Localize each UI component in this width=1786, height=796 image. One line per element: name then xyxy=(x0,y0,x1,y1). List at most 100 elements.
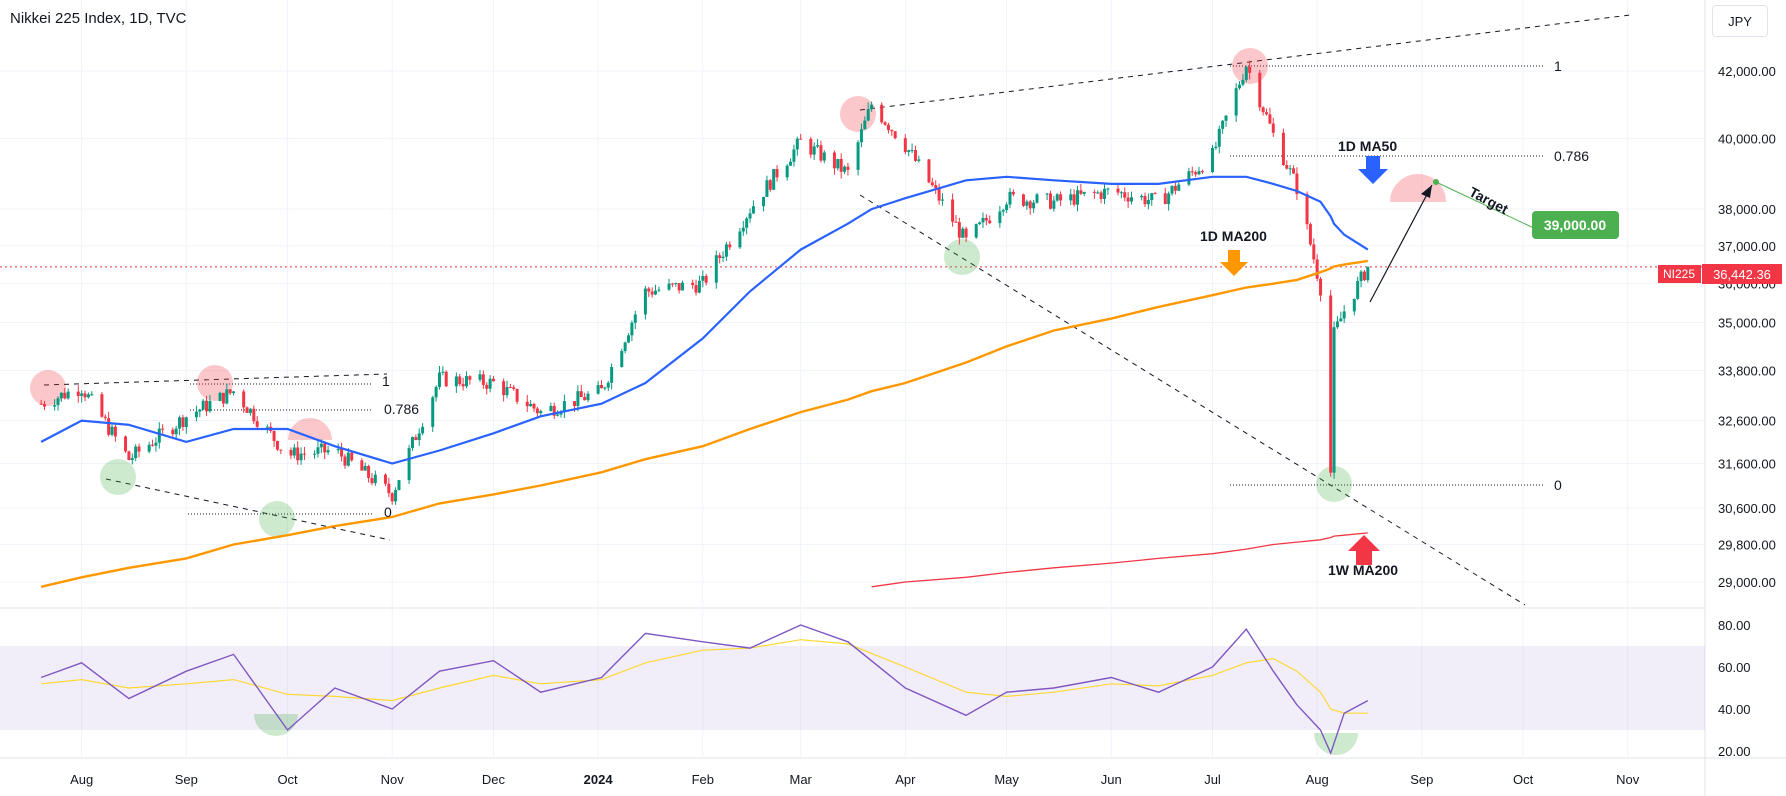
candle-body xyxy=(370,478,374,484)
candle-body xyxy=(549,405,553,411)
candle-body xyxy=(441,371,445,373)
annotation-shapes xyxy=(0,14,1705,755)
candle-body xyxy=(397,480,401,490)
price-tick-label: 37,000.00 xyxy=(1718,239,1776,254)
candle-body xyxy=(1335,321,1339,328)
candle-body xyxy=(610,367,614,383)
candle-body xyxy=(1072,194,1076,205)
candle-body xyxy=(562,401,566,412)
candle-body xyxy=(650,291,654,295)
candle-body xyxy=(221,392,225,404)
candle-body xyxy=(863,120,867,130)
rsi-tick-label: 20.00 xyxy=(1718,744,1751,759)
candle-body xyxy=(1146,200,1150,205)
rsi-trough-marker xyxy=(254,714,298,736)
candle-body xyxy=(53,405,57,407)
candle-body xyxy=(350,452,354,461)
candle-body xyxy=(76,391,80,396)
candle-body xyxy=(880,104,884,123)
candle-body xyxy=(1126,197,1130,202)
candle-body xyxy=(1319,278,1323,296)
wma200-line xyxy=(871,532,1368,588)
candle-body xyxy=(525,401,529,407)
candle-body xyxy=(198,409,202,412)
candle-body xyxy=(232,391,236,394)
wma200-arrow-up xyxy=(1348,535,1380,565)
candle-body xyxy=(765,180,769,197)
candle-body xyxy=(292,447,296,456)
candle-body xyxy=(1082,191,1086,194)
candle-body xyxy=(171,429,175,435)
chart-title: Nikkei 225 Index, 1D, TVC xyxy=(10,10,187,27)
price-tick-label: 31,600.00 xyxy=(1718,457,1776,472)
candle-body xyxy=(275,440,279,450)
candle-body xyxy=(728,244,732,248)
fib-level-0786-right: 0.786 xyxy=(1554,148,1589,164)
candle-body xyxy=(488,378,492,389)
candle-body xyxy=(56,398,60,406)
candle-body xyxy=(1265,112,1269,115)
candle-body xyxy=(856,142,860,170)
candle-body xyxy=(1177,184,1181,191)
candle-body xyxy=(208,401,212,412)
candle-body xyxy=(512,387,516,389)
candle-body xyxy=(674,283,678,285)
candle-body xyxy=(1075,190,1079,205)
candle-body xyxy=(502,381,506,396)
ma200-line xyxy=(40,259,1368,588)
time-tick-label: Oct xyxy=(1513,772,1534,787)
label-1d-ma200: 1D MA200 xyxy=(1200,228,1267,244)
currency-button[interactable]: JPY xyxy=(1712,5,1768,37)
candle-body xyxy=(454,376,458,387)
candle-body xyxy=(1292,168,1296,174)
candle-body xyxy=(1052,200,1056,209)
candle-body xyxy=(1329,295,1333,473)
ma200-arrow-down xyxy=(1220,250,1248,276)
candle-body xyxy=(883,122,887,125)
candle-body xyxy=(194,411,198,418)
candle-body xyxy=(414,437,418,441)
candle-body xyxy=(957,222,961,238)
series-lines xyxy=(40,175,1369,756)
candle-body xyxy=(1130,197,1134,202)
trough-circle xyxy=(1316,466,1352,502)
rsi-band xyxy=(0,646,1705,730)
candle-body xyxy=(508,387,512,389)
candle-body xyxy=(181,417,185,427)
candle-body xyxy=(1288,168,1292,170)
time-tick-label: Jun xyxy=(1101,772,1122,787)
candle-body xyxy=(573,401,577,407)
candle-body xyxy=(360,460,364,471)
candle-body xyxy=(670,283,674,285)
candle-body xyxy=(1048,193,1052,209)
candle-body xyxy=(984,217,988,221)
time-tick-label: 2024 xyxy=(584,772,614,787)
candle-body xyxy=(1163,193,1167,205)
rsi-ma-line xyxy=(41,639,1368,714)
candle-body xyxy=(63,392,67,399)
candle-body xyxy=(694,285,698,293)
rsi-tick-label: 40.00 xyxy=(1718,702,1751,717)
price-tick-label: 42,000.00 xyxy=(1718,64,1776,79)
candle-body xyxy=(245,407,249,413)
candle-body xyxy=(134,446,138,459)
candle-body xyxy=(319,443,323,448)
candle-body xyxy=(751,206,755,214)
candle-body xyxy=(1339,318,1343,322)
candle-body xyxy=(981,217,985,223)
price-axis: 42,000.0040,000.0038,000.0037,000.0036,0… xyxy=(1718,64,1776,590)
candle-body xyxy=(836,159,840,169)
candle-body xyxy=(505,387,509,396)
trough-circle xyxy=(944,239,980,275)
candle-body xyxy=(721,256,725,258)
candle-body xyxy=(346,452,350,466)
target-badge-text: 39,000.00 xyxy=(1544,217,1606,233)
candle-body xyxy=(218,392,222,402)
ma50-arrow-down xyxy=(1358,156,1388,184)
candle-body xyxy=(1170,185,1174,194)
candle-body xyxy=(1021,194,1025,206)
last-price-badge-text: 36,442.36 xyxy=(1713,267,1771,282)
time-tick-label: Dec xyxy=(482,772,506,787)
candle-body xyxy=(1032,202,1036,209)
